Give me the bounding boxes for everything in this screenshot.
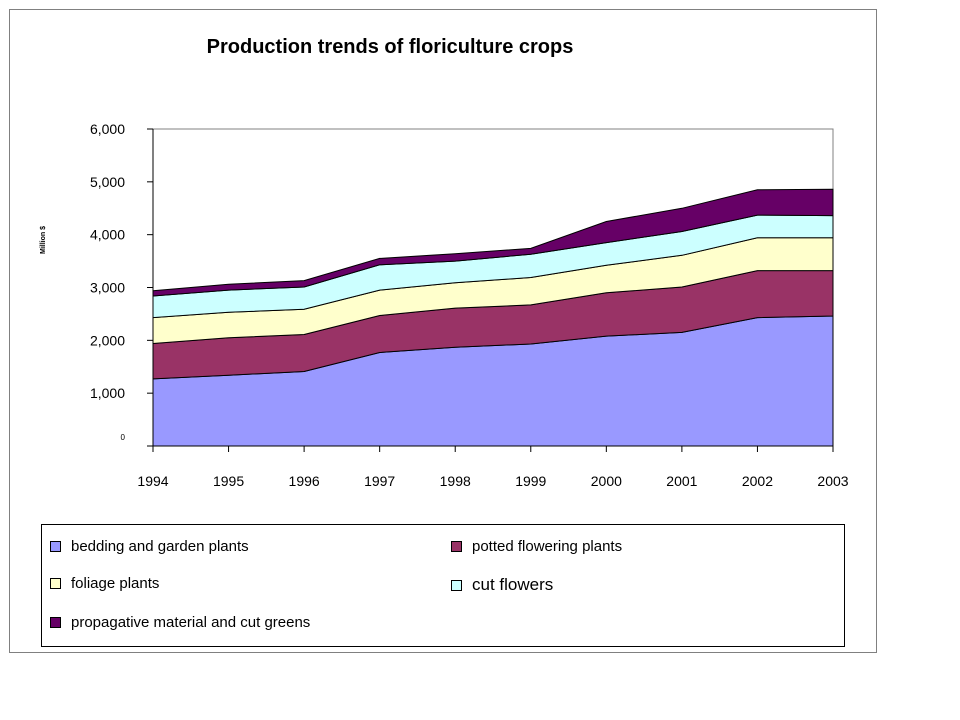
- x-tick-label: 1998: [440, 473, 471, 489]
- x-tick-label: 2003: [817, 473, 848, 489]
- x-tick-label: 1994: [137, 473, 168, 489]
- y-tick-label: 3,000: [90, 280, 125, 296]
- chart-legend: bedding and garden plants potted floweri…: [41, 524, 845, 647]
- legend-label-bedding: bedding and garden plants: [71, 538, 249, 555]
- legend-item-cut-flowers: cut flowers: [451, 575, 553, 595]
- y-tick-label: 1,000: [90, 385, 125, 401]
- x-tick-label: 2002: [742, 473, 773, 489]
- legend-label-cut-flowers: cut flowers: [472, 575, 554, 594]
- legend-item-propagative: propagative material and cut greens: [50, 614, 310, 631]
- x-tick-label: 1999: [515, 473, 546, 489]
- legend-swatch-propagative: [50, 617, 61, 628]
- x-tick-label: 1997: [364, 473, 395, 489]
- x-tick-label: 1995: [213, 473, 244, 489]
- y-axis-label: Million $: [40, 226, 47, 254]
- legend-item-potted: potted flowering plants: [451, 538, 622, 555]
- x-tick-label: 2001: [666, 473, 697, 489]
- legend-swatch-cut-flowers: [451, 579, 462, 591]
- legend-swatch-bedding: [50, 541, 61, 552]
- chart-frame: [9, 9, 877, 653]
- x-tick-label: 1996: [289, 473, 320, 489]
- y-tick-label: 4,000: [90, 227, 125, 243]
- y-tick-label: 0: [121, 433, 126, 442]
- y-tick-label: 5,000: [90, 174, 125, 190]
- legend-label-potted: potted flowering plants: [472, 538, 623, 555]
- y-tick-label: 2,000: [90, 332, 125, 348]
- legend-swatch-foliage: [50, 578, 61, 589]
- legend-item-bedding: bedding and garden plants: [50, 538, 249, 555]
- legend-item-foliage: foliage plants: [50, 575, 159, 592]
- legend-label-propagative: propagative material and cut greens: [71, 614, 311, 631]
- legend-label-foliage: foliage plants: [71, 575, 160, 592]
- legend-swatch-potted: [451, 541, 462, 552]
- y-tick-label: 6,000: [90, 121, 125, 137]
- area-series-propagative: [152, 188, 834, 297]
- chart-title: Production trends of floriculture crops: [206, 36, 574, 58]
- x-tick-label: 2000: [591, 473, 622, 489]
